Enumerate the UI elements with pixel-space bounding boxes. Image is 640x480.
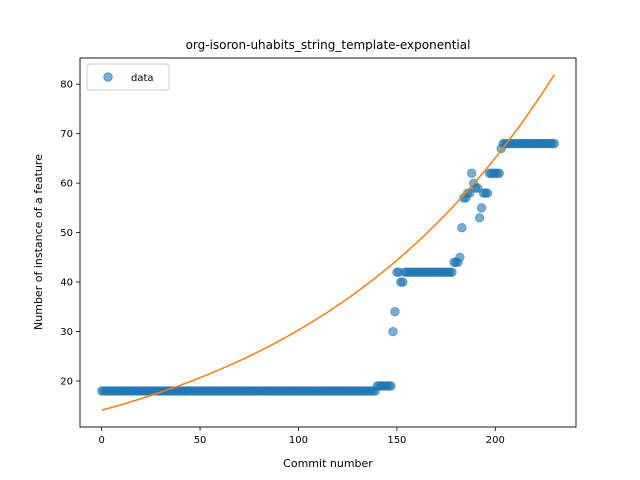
data-point [388,326,398,337]
y-tick-label: 20 [60,376,73,387]
data-point [476,203,487,213]
x-tick-label: 200 [486,435,505,446]
y-tick-label: 60 [60,179,73,190]
ticks: 0 50 100 150 200 20 30 40 50 60 70 80 [60,80,505,446]
plot-frame [79,57,577,428]
y-tick-label: 40 [60,278,73,289]
x-tick-label: 150 [387,435,406,446]
data-point [474,213,485,223]
legend-marker-data [103,72,113,82]
data-point [549,138,560,149]
x-tick-label: 0 [98,435,104,446]
y-tick-label: 80 [60,80,73,91]
data-layer [96,74,560,411]
x-tick-label: 100 [289,435,308,446]
data-point [455,252,465,263]
data-point [447,267,457,277]
data-point [390,307,400,317]
legend-box [86,63,170,91]
chart-title: org-isoron-uhabits_string_template-expon… [186,38,471,52]
data-point [398,277,408,287]
x-tick-label: 50 [194,435,207,446]
y-tick-label: 70 [60,129,73,140]
y-tick-label: 50 [60,228,73,239]
data-point [457,222,467,233]
x-axis-label: Commit number [283,457,373,470]
data-point [394,267,404,277]
data-point [466,168,477,178]
y-axis-label: Number of instance of a feature [32,154,45,330]
data-point [386,381,396,391]
legend-label-data: data [131,73,154,84]
y-tick-label: 30 [60,327,73,338]
data-point [482,188,493,198]
fit-line [101,74,555,411]
legend: data [86,63,170,91]
data-point [494,168,504,178]
